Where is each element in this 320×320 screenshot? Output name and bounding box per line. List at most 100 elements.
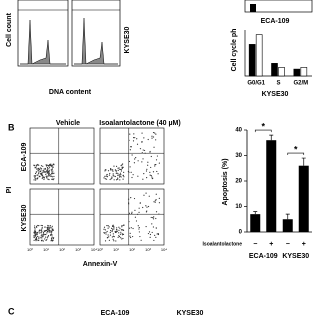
dot: [117, 167, 119, 169]
bar-title-top: ECA-109: [261, 18, 290, 25]
dot: [134, 216, 137, 218]
dot: [40, 232, 42, 234]
dot: [146, 168, 148, 170]
dot: [149, 152, 151, 154]
error-bar: [269, 134, 274, 141]
dot: [121, 225, 123, 227]
dot: [152, 136, 155, 138]
dot: [130, 146, 132, 148]
dot: [51, 230, 53, 232]
dot: [121, 233, 123, 235]
dot: [50, 238, 53, 240]
dot: [157, 233, 159, 235]
dot: [133, 137, 135, 139]
dot: [50, 234, 52, 236]
dot: [123, 171, 125, 173]
dot: [149, 150, 151, 153]
dot: [139, 148, 142, 150]
dot: [143, 173, 145, 175]
dot: [146, 206, 148, 208]
dot: [36, 226, 38, 228]
dot: [152, 217, 154, 219]
dot: [37, 231, 39, 234]
dot: [41, 174, 43, 176]
dot: [44, 238, 46, 240]
dot: [40, 224, 42, 227]
x-label: Annexin-V: [83, 261, 118, 268]
dot: [42, 234, 44, 236]
dot: [38, 239, 40, 241]
dot: [45, 233, 47, 236]
scatter-frame: [99, 188, 165, 246]
bar: [300, 67, 308, 77]
dot: [143, 149, 146, 152]
dot: [41, 172, 43, 174]
dot: [113, 165, 115, 167]
dot: [129, 235, 131, 237]
x-tick-label: 10²: [59, 247, 65, 252]
dot: [134, 209, 136, 212]
x-tick-label: 10⁰: [27, 247, 33, 252]
x-tick-label: 10⁴: [91, 247, 97, 252]
dot: [127, 198, 130, 200]
dot: [53, 175, 55, 178]
dot: [118, 235, 121, 238]
dot: [113, 228, 115, 230]
dot: [111, 236, 113, 238]
dot: [147, 232, 150, 235]
dot: [127, 171, 130, 173]
dot: [154, 164, 156, 166]
dot: [110, 167, 112, 170]
histogram-frame: [71, 0, 121, 67]
treatment-level: +: [269, 241, 273, 248]
dot: [43, 170, 45, 172]
dot: [147, 138, 149, 141]
dot: [51, 176, 53, 178]
dot: [145, 211, 148, 213]
dot: [47, 175, 49, 177]
dot: [138, 228, 140, 230]
row-label: KYSE30: [21, 204, 28, 231]
bar: [278, 67, 285, 77]
dot: [36, 174, 38, 176]
dot: [40, 235, 42, 237]
dot: [33, 234, 35, 237]
dot: [35, 177, 37, 179]
dot: [104, 232, 106, 234]
dot: [119, 168, 121, 171]
dot: [42, 171, 44, 173]
scatter-frame: [29, 188, 95, 246]
bar-title: KYSE30: [262, 91, 289, 98]
dot: [41, 224, 43, 227]
dot: [154, 165, 156, 167]
dot: [129, 133, 131, 135]
dot: [142, 206, 144, 209]
dot: [105, 175, 107, 177]
dot: [153, 216, 155, 218]
dot: [111, 229, 114, 231]
dot: [107, 225, 109, 227]
dot: [141, 132, 143, 134]
dot: [133, 197, 136, 200]
dot: [45, 173, 47, 175]
dot: [52, 163, 54, 165]
histogram: [20, 19, 66, 65]
dot: [145, 192, 147, 194]
dot: [33, 236, 35, 239]
dot: [128, 213, 130, 215]
dot: [33, 232, 35, 234]
dot: [137, 175, 139, 177]
group-label: KYSE30: [282, 253, 309, 260]
bar: [248, 44, 256, 77]
dot: [132, 235, 134, 238]
dot: [47, 178, 49, 180]
dot: [145, 225, 147, 228]
dot: [37, 235, 39, 238]
error-bar: [253, 211, 258, 215]
dot: [49, 164, 52, 166]
dot: [115, 229, 118, 231]
dot: [138, 231, 140, 233]
dot: [49, 226, 51, 228]
